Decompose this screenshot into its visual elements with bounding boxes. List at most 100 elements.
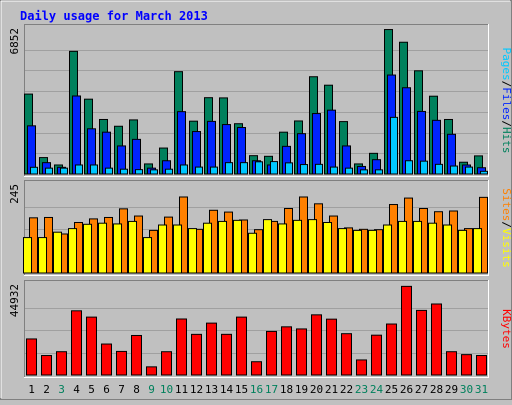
panel-kbytes: 44932 KBytes [8,280,512,378]
chart-title: Daily usage for March 2013 [20,9,208,23]
bar-kbytes [281,326,292,376]
bar-pages [210,166,218,175]
bar-files [327,109,336,175]
bar-visits [473,228,482,274]
bar-visits [293,219,302,274]
bar-visits [368,229,377,274]
bar-pages [240,162,248,175]
bar-kbytes [311,314,322,376]
x-tick-label: 16 [250,383,263,396]
x-axis-day-labels: 1 2 3 4 5 6 7 8 9 10 11 12 13 14 15 16 17 18 19 20 21 22 23 24 2… [28,383,488,396]
bar-kbytes [296,328,307,376]
legend-part: / [500,221,512,228]
bar-kbytes [251,361,262,376]
bar-visits [68,228,77,274]
bar-kbytes [476,355,487,376]
bar-visits [323,221,332,274]
bar-visits [458,229,467,274]
x-tick-label: 2 [43,383,50,396]
legend-part: KBytes [500,309,512,349]
bar-pages [30,166,38,175]
bar-kbytes [446,351,457,376]
bar-visits [383,224,392,274]
panel-sites: 245 Sites/Visits [8,180,512,276]
bar-pages [330,166,338,175]
bar-kbytes [176,318,187,376]
y-axis-max-label: 44932 [8,284,21,317]
x-tick-label: 15 [235,383,248,396]
bar-pages [255,161,263,175]
bar-visits [443,224,452,274]
x-tick-label: 23 [355,383,368,396]
x-tick-label: 25 [385,383,398,396]
bar-visits [413,220,422,274]
bar-visits [338,228,347,274]
series-legend-label: Sites/Visits [500,188,512,268]
bar-pages [105,167,113,175]
bar-kbytes [356,359,367,376]
x-tick-label: 4 [73,383,80,396]
bar-kbytes [86,316,97,376]
bar-visits [158,224,167,274]
bar-files [132,138,141,175]
bar-pages [450,165,458,175]
bar-visits [113,223,122,274]
bar-visits [248,232,257,274]
bar-kbytes [416,309,427,376]
legend-part: Hits [500,127,512,154]
bar-kbytes [341,333,352,376]
legend-part: / [500,120,512,127]
bar-visits [398,220,407,274]
bar-pages [480,170,488,175]
x-tick-label: 10 [160,383,173,396]
bar-visits [23,237,32,274]
bar-pages [420,160,428,175]
bar-pages [315,163,323,175]
legend-part: Files [500,87,512,120]
x-tick-label: 6 [103,383,110,396]
x-tick-label: 19 [295,383,308,396]
legend-part: Sites [500,188,512,221]
bar-kbytes [236,316,247,376]
bar-pages [390,116,398,175]
bar-kbytes [116,350,127,376]
x-tick-label: 31 [475,383,488,396]
bar-pages [465,166,473,175]
bar-visits [263,219,272,274]
bar-files [27,125,36,175]
series-legend-label: Pages/Files/Hits [500,48,512,154]
bar-kbytes [461,354,472,376]
bar-kbytes [56,351,67,376]
bar-visits [353,229,362,274]
x-tick-label: 7 [118,383,125,396]
bar-kbytes [131,334,142,376]
x-tick-label: 30 [460,383,473,396]
bar-pages [45,167,53,175]
x-tick-label: 22 [340,383,353,396]
x-tick-label: 20 [310,383,323,396]
bar-pages [300,164,308,175]
bar-kbytes [161,351,172,376]
bar-visits [173,224,182,274]
x-tick-label: 1 [28,383,35,396]
bar-pages [405,160,413,175]
bar-pages [225,162,233,175]
x-tick-label: 14 [220,383,234,396]
bar-kbytes [71,310,82,376]
x-tick-label: 13 [205,383,218,396]
x-tick-label: 18 [280,383,293,396]
x-tick-label: 24 [370,383,384,396]
x-tick-label: 5 [88,383,95,396]
y-axis-max-label: 245 [8,184,21,204]
bar-visits [143,237,152,274]
bar-visits [98,222,107,274]
bar-visits [308,219,317,274]
bar-kbytes [191,333,202,376]
bar-pages [270,161,278,175]
x-tick-label: 27 [415,383,428,396]
legend-part: / [500,81,512,88]
bar-visits [428,222,437,274]
x-tick-label: 17 [265,383,278,396]
